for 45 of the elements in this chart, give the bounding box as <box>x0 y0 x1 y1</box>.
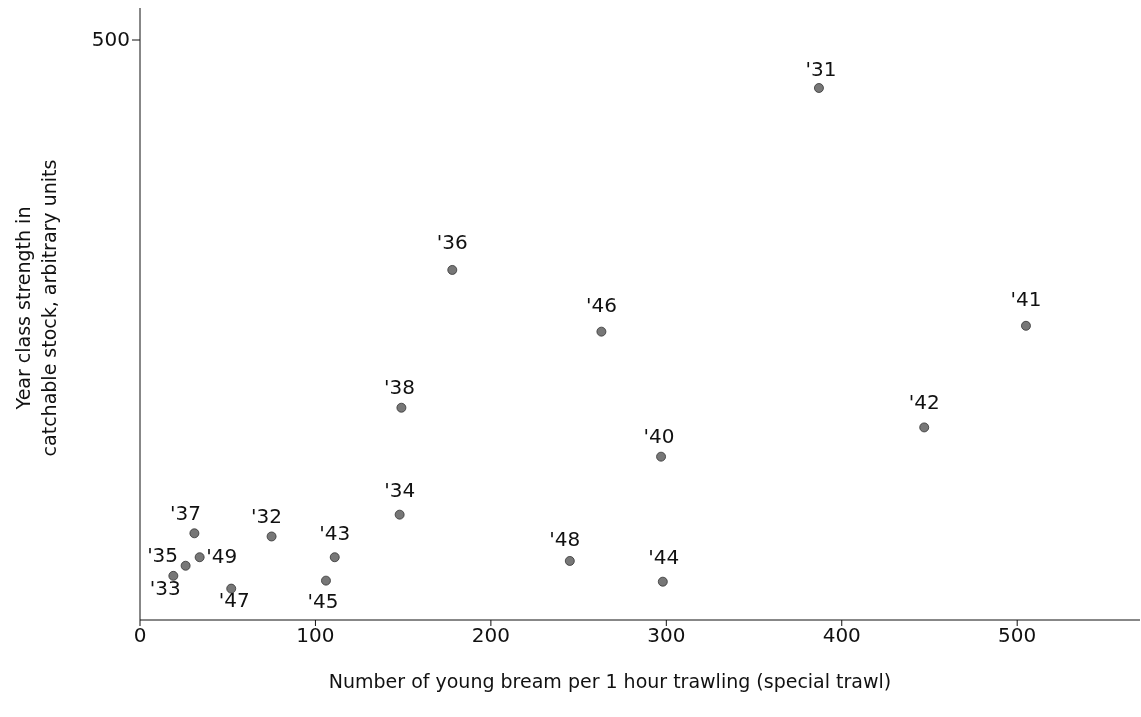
annotation: '36 <box>436 230 468 255</box>
point <box>396 402 407 413</box>
point <box>329 552 340 563</box>
x-tick-label: 300 <box>647 623 686 648</box>
annotation: '34 <box>384 478 416 503</box>
annotation: '32 <box>251 503 283 528</box>
annotation: '35 <box>147 543 179 568</box>
point <box>180 560 191 571</box>
point <box>656 451 666 462</box>
point <box>596 326 607 337</box>
annotation: '48 <box>549 527 581 552</box>
point <box>657 576 668 587</box>
annotation: '31 <box>805 56 837 81</box>
annotation: '43 <box>319 520 351 545</box>
annotation: '41 <box>1010 287 1042 312</box>
x-tick-label: 0 <box>133 623 147 648</box>
annotation: '49 <box>206 543 238 568</box>
y-axis-title: Year class strength in catchable stock, arbitrary units <box>12 159 60 457</box>
point <box>226 583 237 594</box>
point <box>189 528 200 539</box>
point <box>1021 320 1031 331</box>
x-tick-label: 400 <box>822 623 861 648</box>
annotation: '44 <box>648 545 680 570</box>
point <box>194 552 205 563</box>
annotation: '42 <box>908 389 940 414</box>
annotation: '33 <box>149 576 181 601</box>
x-tick-label: 200 <box>471 623 510 648</box>
point <box>168 570 179 581</box>
annotation: '47 <box>218 588 250 613</box>
x-axis-title: Number of young bream per 1 hour trawling (special trawl) <box>328 670 892 692</box>
point <box>919 422 930 433</box>
annotation: '40 <box>643 424 675 449</box>
point <box>564 556 575 566</box>
point <box>321 575 331 586</box>
text: 500 <box>91 26 130 51</box>
point <box>814 83 824 93</box>
x-tick-label: 100 <box>296 623 335 648</box>
x-tick-label: 500 <box>998 623 1037 648</box>
point <box>266 531 277 542</box>
point <box>447 265 458 275</box>
annotation: '38 <box>383 375 415 400</box>
annotation: '46 <box>585 293 617 318</box>
annotation: '45 <box>307 589 339 614</box>
point <box>394 509 405 520</box>
annotation: '37 <box>169 500 201 525</box>
